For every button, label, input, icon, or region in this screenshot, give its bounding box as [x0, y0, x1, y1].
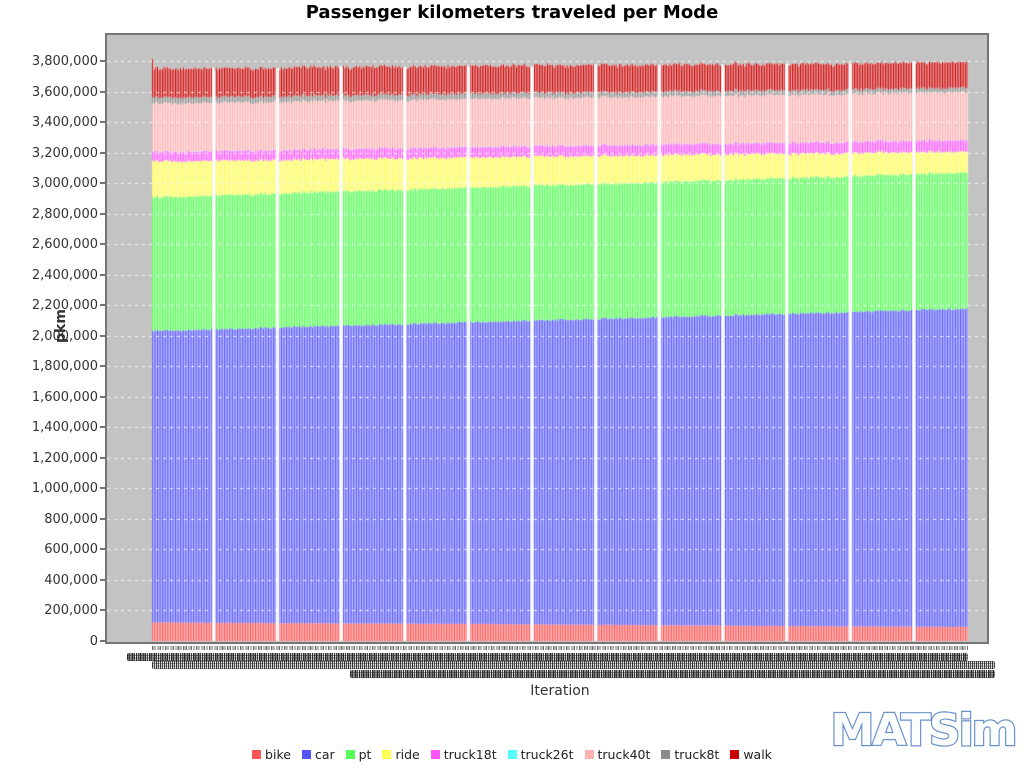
y-tick-mark [100, 640, 106, 642]
y-tick-label: 600,000 [44, 542, 98, 558]
legend: bike car pt ride truck18t truck26t truck40t tru… [0, 747, 1024, 762]
y-tick-mark [100, 60, 106, 62]
y-tick-mark [100, 395, 106, 398]
x-axis-labels-overlap-band-3 [350, 670, 995, 678]
y-tick-mark [100, 212, 106, 215]
y-tick-mark [100, 365, 106, 368]
legend-label-truck40t: truck40t [597, 747, 651, 762]
legend-item-bike: bike [252, 747, 291, 762]
y-tick-label: 800,000 [44, 511, 98, 527]
legend-item-walk: walk [730, 747, 772, 762]
y-tick-label: 2,200,000 [31, 298, 98, 314]
matsim-watermark-text: MATSim [830, 705, 1015, 756]
x-axis-labels-overlap-band-2 [152, 661, 995, 669]
legend-swatch-pt [345, 750, 355, 759]
y-tick-mark [100, 273, 106, 276]
legend-label-bike: bike [265, 747, 291, 762]
y-tick-mark [100, 90, 106, 93]
y-tick-label: 2,000,000 [31, 328, 98, 344]
legend-item-truck40t: truck40t [584, 747, 651, 762]
legend-item-truck26t: truck26t [507, 747, 574, 762]
y-axis-title: pkm [52, 309, 69, 343]
y-tick-label: 3,000,000 [31, 176, 98, 192]
chart-title: Passenger kilometers traveled per Mode [305, 2, 719, 23]
legend-swatch-truck8t [661, 750, 671, 759]
y-tick-label: 2,800,000 [31, 206, 98, 222]
y-tick-mark [100, 304, 106, 307]
legend-swatch-bike [252, 750, 262, 759]
legend-swatch-truck40t [584, 750, 594, 759]
y-tick-mark [100, 456, 106, 459]
legend-item-truck18t: truck18t [430, 747, 497, 762]
y-tick-label: 3,800,000 [31, 54, 98, 69]
plot-area [105, 33, 989, 644]
legend-label-truck26t: truck26t [520, 747, 574, 762]
legend-label-walk: walk [743, 747, 772, 762]
y-tick-label: 0 [89, 634, 98, 649]
stacked-bars-canvas [107, 35, 987, 642]
legend-swatch-ride [382, 750, 392, 759]
y-tick-label: 1,400,000 [31, 420, 98, 436]
y-tick-label: 1,600,000 [31, 389, 98, 405]
y-tick-mark [100, 243, 106, 246]
y-tick-mark [100, 548, 106, 551]
legend-swatch-walk [730, 750, 740, 759]
legend-swatch-truck26t [507, 750, 517, 759]
y-tick-mark [100, 334, 106, 337]
legend-label-truck18t: truck18t [443, 747, 497, 762]
y-tick-mark [100, 182, 106, 185]
x-axis-tick-marks [152, 646, 968, 650]
y-tick-mark [100, 609, 106, 612]
y-tick-mark [100, 517, 106, 520]
legend-label-truck8t: truck8t [674, 747, 720, 762]
y-tick-label: 1,200,000 [31, 450, 98, 466]
legend-item-car: car [301, 747, 335, 762]
y-tick-label: 2,400,000 [31, 267, 98, 283]
legend-item-ride: ride [382, 747, 420, 762]
x-axis-labels-overlap-band-1 [127, 653, 968, 661]
y-tick-label: 3,400,000 [31, 115, 98, 131]
legend-swatch-car [301, 750, 311, 759]
y-tick-label: 3,600,000 [31, 84, 98, 100]
y-tick-label: 1,800,000 [31, 359, 98, 375]
y-tick-mark [100, 121, 106, 124]
y-tick-label: 400,000 [44, 572, 98, 588]
legend-swatch-truck18t [430, 750, 440, 759]
y-tick-mark [100, 487, 106, 490]
legend-item-truck8t: truck8t [661, 747, 719, 762]
y-tick-label: 200,000 [44, 603, 98, 619]
y-tick-label: 1,000,000 [31, 481, 98, 497]
y-tick-label: 3,200,000 [31, 145, 98, 161]
matsim-watermark: MATSim [829, 704, 1018, 756]
legend-label-pt: pt [358, 747, 372, 762]
legend-label-ride: ride [395, 747, 420, 762]
legend-label-car: car [314, 747, 335, 762]
y-tick-mark [100, 578, 106, 581]
legend-item-pt: pt [345, 747, 372, 762]
x-axis-title: Iteration [530, 683, 590, 699]
y-tick-label: 2,600,000 [31, 237, 98, 253]
y-tick-mark [100, 151, 106, 154]
y-tick-mark [100, 426, 106, 429]
